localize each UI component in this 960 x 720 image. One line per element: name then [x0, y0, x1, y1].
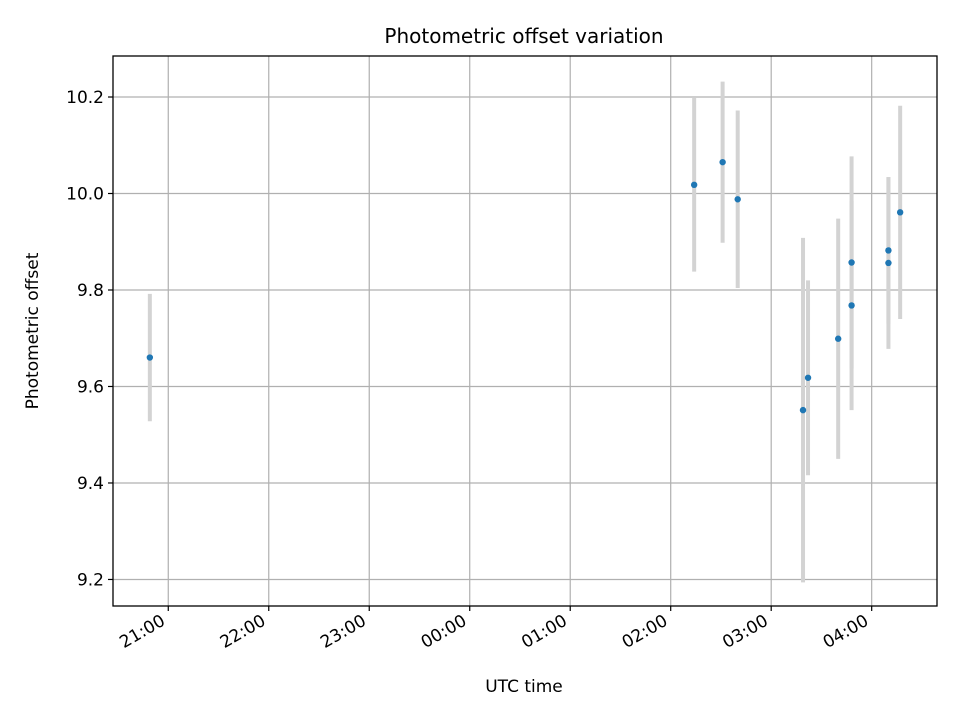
y-tick-label: 9.6 — [77, 377, 104, 397]
data-point — [896, 209, 904, 216]
y-tick-label: 9.4 — [77, 474, 104, 494]
y-tick-label: 10.2 — [66, 88, 104, 108]
data-point — [885, 259, 892, 267]
y-tick-label: 9.2 — [77, 570, 104, 590]
data-point — [719, 158, 726, 166]
y-tick-label: 9.8 — [77, 281, 104, 301]
grid-layer — [113, 56, 937, 606]
data-point — [799, 406, 807, 414]
chart-title: Photometric offset variation — [384, 24, 663, 48]
data-point — [146, 354, 154, 361]
data-point — [848, 259, 855, 266]
y-axis-title: Photometric offset — [23, 252, 43, 409]
y-tick-label: 10.0 — [66, 185, 104, 205]
data-point — [885, 247, 892, 254]
plot-frame — [112, 55, 938, 607]
point-layer — [146, 158, 904, 414]
data-point — [734, 196, 741, 203]
data-point — [804, 374, 812, 381]
x-axis-title: UTC time — [485, 677, 563, 697]
data-point — [834, 335, 842, 342]
data-point — [848, 302, 855, 309]
data-point — [690, 181, 698, 189]
